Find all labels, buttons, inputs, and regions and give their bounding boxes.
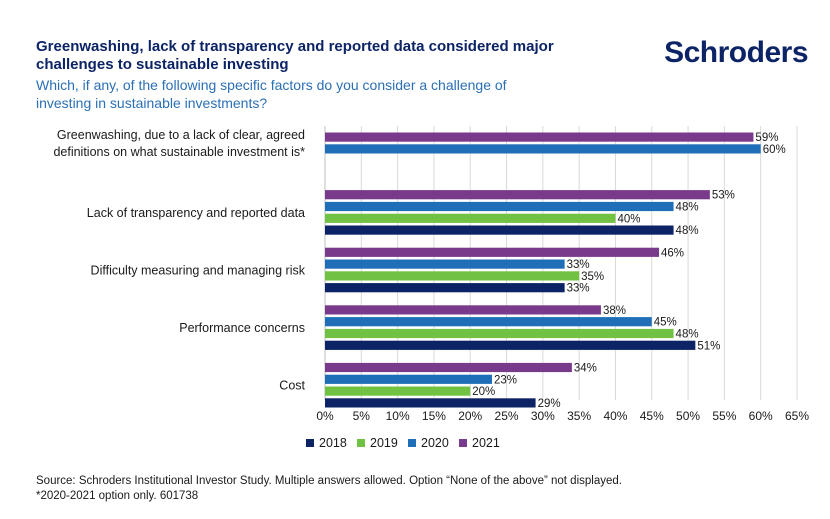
bar-chart: 0% 5% 10% 15% 20% 25% 30% 35% 40% 45% 50% 55% 60% 65%…: [53, 126, 809, 450]
source-note: Source: Schroders Institutional Investor…: [36, 475, 622, 487]
x-tick-label: 50%: [676, 409, 700, 423]
data-label: 60%: [763, 144, 786, 156]
bar-2021: [325, 362, 572, 373]
bar-2021: [325, 247, 660, 257]
data-label: 34%: [574, 363, 597, 375]
data-label: 48%: [676, 202, 699, 214]
bar-2018: [325, 225, 674, 235]
data-label: 46%: [661, 247, 684, 259]
category-label: Performance concerns: [179, 321, 305, 335]
legend-swatch-2018: [306, 439, 314, 447]
data-label: 33%: [567, 283, 590, 295]
x-tick-label: 55%: [712, 409, 736, 423]
data-label: 29%: [538, 398, 561, 410]
bar-2020: [325, 374, 493, 384]
x-tick-label: 0%: [316, 409, 334, 423]
data-label: 48%: [676, 329, 699, 341]
x-tick-label: 30%: [531, 409, 555, 423]
bar-2019: [325, 328, 674, 339]
x-tick-label: 35%: [567, 409, 591, 423]
x-tick-label: 65%: [785, 409, 809, 423]
x-tick-label: 20%: [458, 409, 482, 423]
bar-2021: [325, 190, 710, 200]
bar-2021: [325, 132, 754, 142]
bar-2018: [325, 398, 536, 408]
x-tick-label: 25%: [495, 409, 519, 423]
data-label: 51%: [697, 340, 720, 352]
data-label: 45%: [654, 317, 677, 329]
bar-2020: [325, 144, 761, 154]
footnote: *2020-2021 option only. 601738: [36, 490, 199, 502]
bar-2021: [325, 305, 601, 315]
legend-label: 2020: [421, 436, 449, 450]
legend-label: 2018: [319, 436, 347, 450]
chart-title: Greenwashing, lack of transparency and r…: [36, 38, 554, 73]
bar-2019: [325, 271, 580, 281]
data-label: 40%: [617, 213, 640, 225]
category-label: definitions on what sustainable investme…: [53, 145, 305, 159]
category-label: Greenwashing, due to a lack of clear, ag…: [57, 128, 305, 142]
x-tick-label: 15%: [422, 409, 446, 423]
legend-swatch-2021: [459, 439, 467, 447]
data-label: 33%: [567, 259, 590, 271]
bar-2020: [325, 317, 652, 327]
x-tick-label: 5%: [353, 409, 371, 423]
legend-label: 2019: [370, 436, 398, 450]
data-label: 35%: [581, 271, 604, 283]
legend-swatch-2019: [357, 439, 365, 447]
bar-2019: [325, 386, 471, 396]
data-label: 38%: [603, 305, 626, 317]
bar-2020: [325, 259, 565, 269]
category-label: Difficulty measuring and managing risk: [91, 264, 306, 278]
chart-subtitle: Which, if any, of the following specific…: [36, 77, 507, 111]
category-label: Lack of transparency and reported data: [87, 206, 305, 220]
legend-label: 2021: [472, 436, 500, 450]
x-tick-label: 40%: [603, 409, 627, 423]
data-label: 48%: [676, 225, 699, 237]
x-tick-label: 45%: [640, 409, 664, 423]
bar-2018: [325, 283, 565, 293]
bar-2018: [325, 340, 696, 350]
legend-swatch-2020: [408, 439, 416, 447]
brand-logo: Schroders: [664, 36, 808, 69]
data-label: 23%: [494, 374, 517, 386]
data-label: 59%: [755, 132, 778, 144]
x-tick-label: 60%: [749, 409, 773, 423]
data-label: 20%: [472, 386, 495, 398]
bar-2019: [325, 213, 616, 223]
x-tick-label: 10%: [386, 409, 410, 423]
bar-2020: [325, 201, 674, 212]
category-label: Cost: [279, 379, 305, 393]
data-label: 53%: [712, 190, 735, 202]
